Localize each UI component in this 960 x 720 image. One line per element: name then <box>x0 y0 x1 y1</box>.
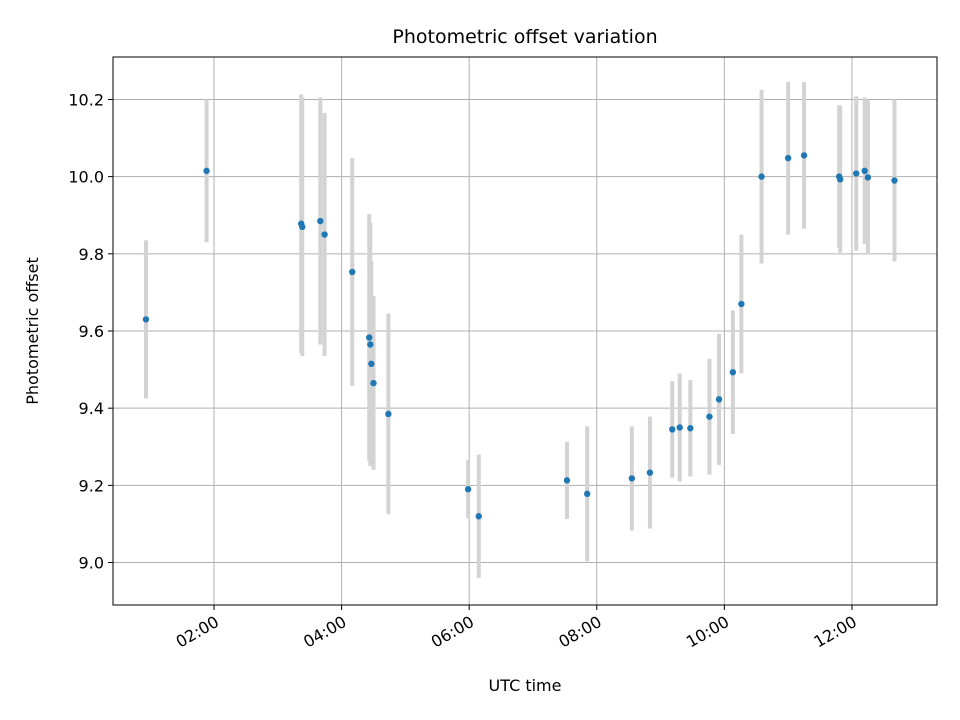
data-point <box>891 177 898 184</box>
data-point <box>299 223 306 231</box>
data-point <box>738 300 745 308</box>
data-point <box>367 341 374 348</box>
data-point <box>583 490 591 498</box>
data-point <box>784 154 792 162</box>
grid-lines <box>113 57 937 605</box>
data-point <box>837 176 844 183</box>
data-point <box>729 369 737 376</box>
x-tick-label: 04:00 <box>300 612 349 652</box>
data-point <box>349 268 356 276</box>
y-tick-label: 9.0 <box>79 554 104 573</box>
x-tick-label: 10:00 <box>683 612 732 652</box>
data-point <box>687 425 694 432</box>
chart-title: Photometric offset variation <box>392 26 657 48</box>
y-axis-label: Photometric offset <box>23 257 42 405</box>
y-tick-label: 9.8 <box>79 245 104 264</box>
y-tick-label: 9.4 <box>79 399 104 418</box>
x-axis-label: UTC time <box>489 676 562 695</box>
y-tick-label: 10.2 <box>68 90 104 109</box>
data-point <box>385 410 392 418</box>
data-point <box>628 475 636 482</box>
data-point <box>758 173 765 180</box>
data-point <box>669 426 676 433</box>
data-point <box>852 170 860 177</box>
data-point <box>800 152 808 159</box>
error-bars <box>143 81 897 578</box>
data-points <box>142 152 898 520</box>
y-tick-label: 10.0 <box>68 168 104 187</box>
data-point <box>563 477 571 484</box>
x-tick-label: 06:00 <box>428 612 477 652</box>
x-tick-label: 02:00 <box>173 612 222 652</box>
y-tick-label: 9.6 <box>79 322 104 341</box>
data-point <box>706 413 713 420</box>
data-point <box>464 486 472 493</box>
x-tick-label: 12:00 <box>811 612 860 652</box>
data-point <box>203 167 210 175</box>
data-point <box>370 379 377 387</box>
y-tick-label: 9.2 <box>79 476 104 495</box>
data-point <box>368 360 375 368</box>
y-axis-ticks: 9.0 9.2 9.4 9.6 9.8 10.0 10.2 <box>68 90 113 573</box>
data-point <box>475 513 482 520</box>
data-point <box>715 396 723 403</box>
data-point <box>864 174 872 181</box>
data-point <box>676 424 683 431</box>
data-point <box>321 231 328 238</box>
data-point <box>317 217 324 225</box>
data-point <box>142 316 150 323</box>
data-point <box>646 469 654 476</box>
x-tick-label: 08:00 <box>555 612 604 652</box>
data-point <box>861 167 868 175</box>
data-point <box>366 334 373 341</box>
x-axis-ticks: 02:00 04:00 06:00 08:00 10:00 12:00 <box>173 605 860 652</box>
